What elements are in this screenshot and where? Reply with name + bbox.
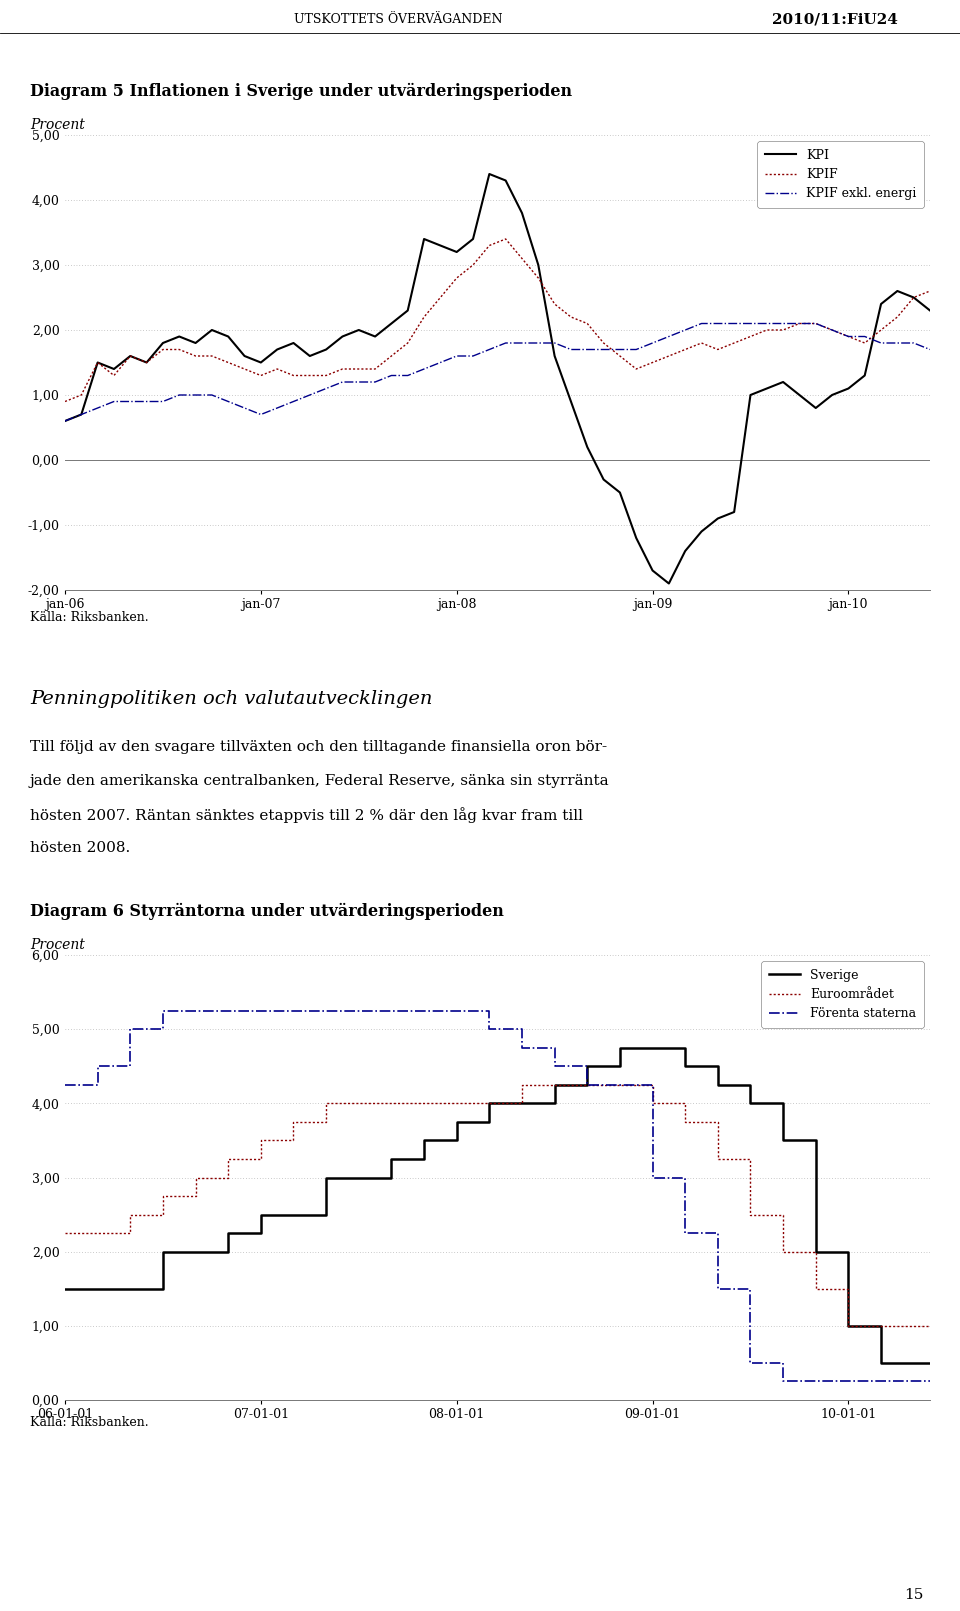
Sverige: [60, 1279, 71, 1298]
Förenta staterna: [190, 1000, 202, 1020]
Euroområdet: [876, 1316, 887, 1336]
KPI: [484, 164, 495, 184]
Line: Förenta staterna: Förenta staterna: [65, 1010, 930, 1382]
Sverige: [288, 1205, 300, 1224]
Euroområdet: [516, 1075, 528, 1094]
Euroområdet: [924, 1316, 936, 1336]
Text: Diagram 5 Inflationen i Sverige under utvärderingsperioden: Diagram 5 Inflationen i Sverige under ut…: [30, 82, 572, 100]
Line: Euroområdet: Euroområdet: [65, 1084, 930, 1326]
Sverige: [614, 1037, 626, 1057]
Line: Sverige: Sverige: [65, 1047, 930, 1363]
Euroområdet: [924, 1316, 936, 1336]
Text: Penningpolitiken och valutautvecklingen: Penningpolitiken och valutautvecklingen: [30, 690, 432, 707]
KPIF exkl. energi: [696, 314, 708, 333]
Text: UTSKOTTETS ÖVERVÄGANDEN: UTSKOTTETS ÖVERVÄGANDEN: [294, 13, 503, 26]
Text: 15: 15: [904, 1588, 924, 1601]
KPI: [680, 541, 691, 561]
Förenta staterna: [255, 1000, 267, 1020]
Förenta staterna: [778, 1373, 789, 1392]
KPIF: [663, 346, 675, 366]
KPIF exkl. energi: [60, 411, 71, 430]
Förenta staterna: [288, 1000, 300, 1020]
KPIF: [60, 391, 71, 411]
Text: hösten 2008.: hösten 2008.: [30, 841, 131, 855]
KPIF exkl. energi: [565, 340, 577, 359]
KPIF exkl. energi: [647, 333, 659, 353]
Text: 2010/11:FiU24: 2010/11:FiU24: [772, 13, 899, 26]
KPIF exkl. energi: [386, 366, 397, 385]
Förenta staterna: [157, 1000, 169, 1020]
KPI: [549, 346, 561, 366]
KPI: [206, 321, 218, 340]
Förenta staterna: [924, 1373, 936, 1392]
KPIF: [924, 282, 936, 301]
Sverige: [223, 1223, 234, 1242]
Sverige: [924, 1353, 936, 1373]
KPI: [663, 574, 675, 593]
Förenta staterna: [924, 1373, 936, 1392]
Euroområdet: [288, 1131, 300, 1150]
Text: Källa: Riksbanken.: Källa: Riksbanken.: [30, 611, 149, 623]
Line: KPI: KPI: [65, 174, 930, 583]
KPI: [386, 314, 397, 333]
Förenta staterna: [60, 1075, 71, 1094]
Text: Procent: Procent: [30, 118, 84, 132]
Sverige: [157, 1242, 169, 1261]
Legend: Sverige, Euroområdet, Förenta staterna: Sverige, Euroområdet, Förenta staterna: [761, 962, 924, 1028]
Line: KPIF: KPIF: [65, 238, 930, 401]
Euroområdet: [843, 1316, 854, 1336]
Text: Procent: Procent: [30, 938, 84, 952]
KPIF: [549, 295, 561, 314]
KPIF exkl. energi: [582, 340, 593, 359]
Euroområdet: [60, 1223, 71, 1242]
Förenta staterna: [876, 1373, 887, 1392]
Legend: KPI, KPIF, KPIF exkl. energi: KPI, KPIF, KPIF exkl. energi: [757, 142, 924, 208]
Text: hösten 2007. Räntan sänktes etappvis till 2 % där den låg kvar fram till: hösten 2007. Räntan sänktes etappvis til…: [30, 807, 583, 823]
KPI: [60, 411, 71, 430]
Euroområdet: [386, 1094, 397, 1113]
Text: Diagram 6 Styrräntorna under utvärderingsperioden: Diagram 6 Styrräntorna under utvärdering…: [30, 902, 504, 920]
KPIF: [500, 229, 512, 248]
Sverige: [876, 1353, 887, 1373]
Text: jade den amerikanska centralbanken, Federal Reserve, sänka sin styrränta: jade den amerikanska centralbanken, Fede…: [30, 773, 610, 788]
KPIF: [206, 346, 218, 366]
KPI: [598, 470, 610, 490]
Sverige: [386, 1149, 397, 1168]
Förenta staterna: [419, 1000, 430, 1020]
Sverige: [876, 1316, 887, 1336]
KPIF: [386, 346, 397, 366]
Text: Källa: Riksbanken.: Källa: Riksbanken.: [30, 1416, 149, 1429]
Euroområdet: [223, 1149, 234, 1168]
KPI: [582, 437, 593, 456]
KPIF: [582, 314, 593, 333]
Text: Till följd av den svagare tillväxten och den tilltagande finansiella oron bör-: Till följd av den svagare tillväxten och…: [30, 739, 607, 754]
Line: KPIF exkl. energi: KPIF exkl. energi: [65, 324, 930, 420]
Sverige: [924, 1353, 936, 1373]
KPI: [924, 301, 936, 321]
KPIF: [598, 333, 610, 353]
KPIF exkl. energi: [206, 385, 218, 404]
Euroområdet: [157, 1186, 169, 1205]
KPIF exkl. energi: [533, 333, 544, 353]
KPIF exkl. energi: [924, 340, 936, 359]
